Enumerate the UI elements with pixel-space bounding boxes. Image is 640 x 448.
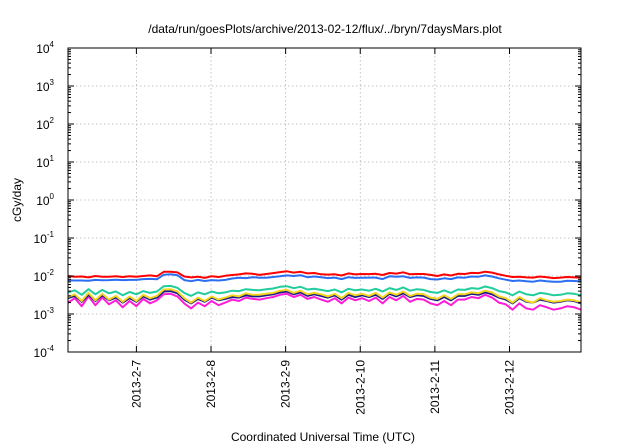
series-group xyxy=(67,270,582,311)
y-tick-base: 10 xyxy=(36,194,50,208)
series-line-3 xyxy=(67,284,582,297)
y-tick-exponent: -4 xyxy=(47,344,55,353)
y-tick-base: 10 xyxy=(36,80,50,94)
y-tick-base: 10 xyxy=(36,156,50,170)
y-tick-exponent: 4 xyxy=(50,40,55,49)
y-tick-label: 102 xyxy=(36,116,54,132)
y-tick-label: 104 xyxy=(36,40,54,56)
x-tick-label: 2013-2-9 xyxy=(279,360,293,408)
x-tick-label: 2013-2-7 xyxy=(129,360,143,408)
x-tick-labels: 2013-2-7 2013-2-8 2013-2-9 2013-2-10 2013-2-… xyxy=(129,360,516,415)
series-line-1 xyxy=(67,270,582,280)
y-tick-base: 10 xyxy=(34,232,48,246)
y-tick-label: 10-2 xyxy=(34,268,55,284)
y-tick-base: 10 xyxy=(36,118,50,132)
y-tick-base: 10 xyxy=(34,346,48,360)
y-tick-label: 10-3 xyxy=(34,306,55,322)
y-tick-exponent: 0 xyxy=(50,192,55,201)
y-tick-label: 10-1 xyxy=(34,230,55,246)
x-tick-label: 2013-2-12 xyxy=(502,360,516,415)
y-tick-exponent: -1 xyxy=(47,230,55,239)
y-tick-label: 100 xyxy=(36,192,54,208)
series-line-5 xyxy=(67,290,582,305)
y-tick-label: 10-4 xyxy=(34,344,55,360)
y-tick-label: 103 xyxy=(36,78,54,94)
x-axis-label: Coordinated Universal Time (UTC) xyxy=(231,430,415,444)
series-line-4 xyxy=(67,288,582,304)
series-line-6 xyxy=(67,292,582,311)
y-tick-base: 10 xyxy=(34,270,48,284)
y-tick-exponent: 3 xyxy=(50,78,55,87)
y-axis-label: cGy/day xyxy=(10,178,24,222)
x-tick-label: 2013-2-8 xyxy=(204,360,218,408)
y-tick-exponent: 1 xyxy=(50,154,55,163)
axis-ticks xyxy=(68,47,581,353)
x-tick-label: 2013-2-10 xyxy=(353,360,367,415)
x-tick-label: 2013-2-11 xyxy=(428,360,442,414)
series-line-2 xyxy=(67,273,582,283)
y-tick-exponent: -3 xyxy=(47,306,55,315)
chart-title: /data/run/goesPlots/archive/2013-02-12/f… xyxy=(148,22,502,36)
y-tick-exponent: -2 xyxy=(47,268,55,277)
y-tick-exponent: 2 xyxy=(50,116,55,125)
y-tick-base: 10 xyxy=(34,308,48,322)
grid-lines xyxy=(68,48,581,352)
y-tick-base: 10 xyxy=(36,42,50,56)
y-tick-label: 101 xyxy=(36,154,54,170)
